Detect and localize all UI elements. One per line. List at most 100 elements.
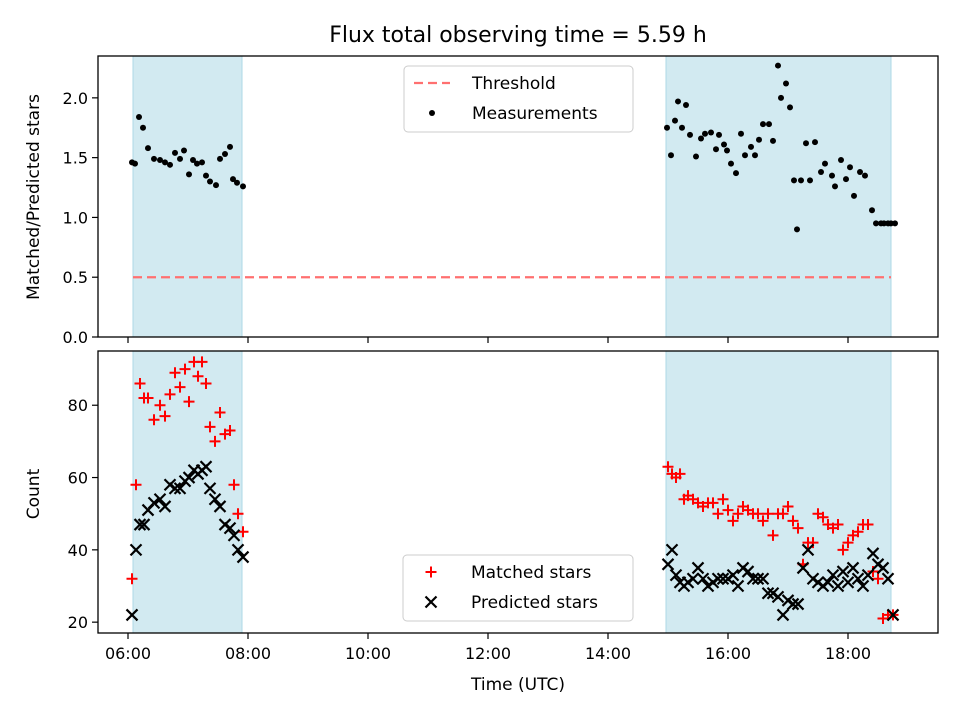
predicted-star-point — [841, 576, 855, 589]
predicted-star-point — [796, 561, 810, 575]
measurement-point — [851, 192, 857, 199]
predicted-star-point — [786, 597, 800, 611]
predicted-star-point — [726, 568, 740, 582]
legend-measurement-swatch — [429, 110, 435, 116]
matched-star-point — [214, 406, 226, 418]
predicted-star-point — [836, 565, 850, 578]
top-ylabel: Matched/Predicted stars — [24, 94, 44, 300]
predicted-star-point — [846, 561, 860, 575]
measurement-point — [240, 183, 246, 190]
predicted-star-point — [801, 543, 815, 557]
legend-label: Measurements — [472, 104, 598, 124]
measurement-point — [787, 104, 793, 111]
matched-star-point — [126, 573, 138, 585]
measurement-point — [145, 145, 151, 152]
predicted-star-point — [661, 558, 675, 571]
predicted-star-point — [153, 492, 167, 506]
measurement-point — [668, 152, 674, 159]
predicted-star-point — [826, 568, 840, 582]
matched-star-point — [130, 479, 142, 491]
matched-star-point — [192, 370, 204, 382]
matched-star-point — [183, 396, 195, 408]
predicted-star-point — [199, 460, 213, 473]
measurement-point — [687, 131, 693, 138]
measurement-point — [140, 124, 146, 131]
measurement-point — [162, 159, 168, 166]
measurement-point — [721, 141, 727, 148]
matched-star-point — [712, 508, 724, 520]
predicted-star-point — [691, 561, 705, 575]
measurement-point — [794, 226, 800, 233]
legend-box — [403, 65, 634, 133]
measurement-point — [708, 129, 714, 136]
measurement-point — [702, 130, 708, 137]
measurement-point — [167, 161, 173, 168]
measurement-point — [698, 135, 704, 142]
measurement-point — [213, 182, 219, 189]
x-tick-label: 16:00 — [705, 644, 751, 663]
measurement-point — [181, 147, 187, 154]
predicted-star-point — [173, 482, 187, 495]
matched-star-point — [164, 388, 176, 400]
measurement-point — [190, 157, 196, 164]
predicted-star-point — [158, 500, 172, 513]
legend-label: Matched stars — [471, 563, 591, 583]
legend-matched-swatch — [425, 566, 437, 578]
predicted-star-point — [771, 590, 785, 604]
measurement-point — [869, 207, 875, 214]
measurement-point — [203, 172, 209, 179]
matched-star-point — [232, 508, 244, 520]
measurement-point — [770, 137, 776, 144]
predicted-star-point — [851, 572, 865, 586]
measurement-point — [756, 136, 762, 143]
predicted-star-point — [876, 561, 890, 575]
measurement-point — [716, 131, 722, 138]
predicted-star-point — [731, 579, 745, 593]
measurement-point — [803, 140, 809, 147]
matched-star-point — [228, 479, 240, 491]
measurement-point — [172, 149, 178, 156]
y-tick-label: 1.0 — [63, 208, 88, 227]
measurement-point — [199, 159, 205, 166]
matched-star-point — [196, 356, 208, 368]
measurement-point — [234, 179, 240, 186]
measurement-point — [812, 139, 818, 146]
measurement-point — [151, 155, 157, 162]
predicted-star-point — [761, 586, 775, 600]
predicted-star-point — [686, 572, 700, 586]
measurement-point — [713, 146, 719, 153]
measurement-point — [843, 176, 849, 183]
predicted-star-point — [861, 568, 875, 582]
predicted-star-point — [716, 572, 730, 586]
matched-star-point — [757, 515, 769, 527]
predicted-star-point — [137, 518, 151, 531]
measurement-point — [136, 113, 142, 120]
matched-star-point — [727, 515, 739, 527]
measurement-point — [728, 160, 734, 167]
measurement-point — [194, 160, 200, 167]
matched-star-point — [148, 414, 160, 426]
measurement-point — [873, 220, 879, 227]
matched-star-point — [209, 435, 221, 447]
measurement-point — [783, 80, 789, 87]
measurement-point — [132, 160, 138, 167]
matched-star-point — [224, 425, 236, 437]
observing-band-1 — [665, 350, 892, 634]
predicted-star-point — [231, 543, 245, 557]
matched-star-point — [787, 515, 799, 527]
measurement-point — [227, 143, 233, 150]
predicted-star-point — [203, 482, 217, 495]
legend-label: Predicted stars — [471, 593, 598, 613]
observing-band-0 — [132, 55, 243, 338]
legend-predicted-swatch — [424, 595, 438, 609]
measurement-point — [679, 124, 685, 131]
measurement-point — [862, 172, 868, 179]
x-tick-label: 10:00 — [345, 644, 391, 663]
measurement-point — [829, 172, 835, 179]
measurement-point — [832, 183, 838, 190]
predicted-star-point — [227, 529, 241, 542]
matched-star-point — [792, 522, 804, 534]
matched-star-point — [204, 421, 216, 433]
plot-frame — [97, 55, 939, 338]
measurement-point — [752, 152, 758, 159]
